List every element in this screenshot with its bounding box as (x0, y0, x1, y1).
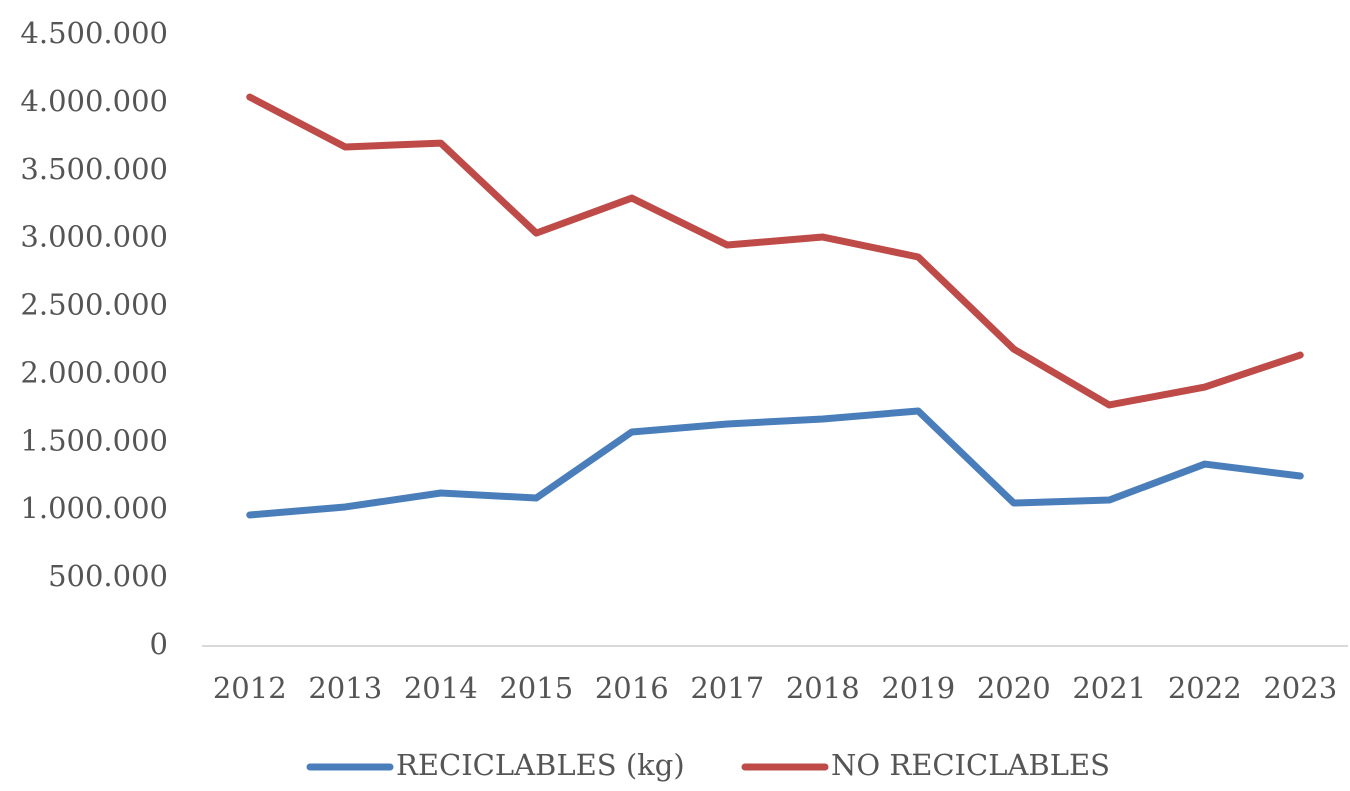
x-tick-label: 2012 (213, 671, 287, 705)
x-tick-label: 2014 (404, 671, 478, 705)
series-line (246, 407, 1304, 519)
x-tick-label: 2017 (690, 671, 764, 705)
x-tick-label: 2021 (1072, 671, 1146, 705)
series-line (246, 93, 1304, 409)
y-tick-label: 500.000 (48, 559, 168, 593)
x-tick-label: 2016 (595, 671, 669, 705)
y-tick-label: 3.000.000 (20, 220, 168, 254)
x-tick-label: 2023 (1263, 671, 1337, 705)
x-tick-label: 2019 (881, 671, 955, 705)
x-tick-label: 2015 (499, 671, 573, 705)
y-tick-label: 0 (150, 627, 168, 661)
y-tick-label: 2.000.000 (20, 355, 168, 389)
legend-label: RECICLABLES (kg) (396, 748, 685, 782)
y-tick-label: 4.500.000 (20, 16, 168, 50)
y-tick-label: 3.500.000 (20, 152, 168, 186)
x-tick-label: 2018 (786, 671, 860, 705)
y-tick-label: 2.500.000 (20, 288, 168, 322)
x-tick-label: 2013 (308, 671, 382, 705)
y-tick-label: 4.000.000 (20, 84, 168, 118)
legend-label: NO RECICLABLES (831, 748, 1110, 782)
x-tick-label: 2020 (977, 671, 1051, 705)
y-tick-label: 1.000.000 (20, 491, 168, 525)
y-tick-label: 1.500.000 (20, 423, 168, 457)
x-tick-label: 2022 (1168, 671, 1242, 705)
